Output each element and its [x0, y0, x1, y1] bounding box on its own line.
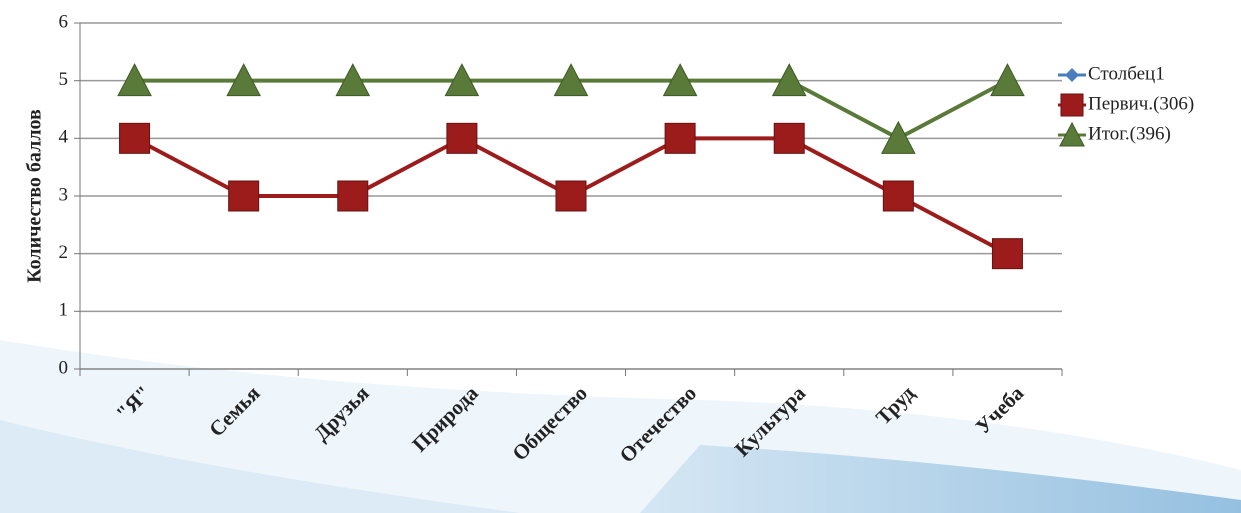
marker [991, 238, 1023, 270]
marker [444, 63, 480, 97]
marker [553, 63, 589, 97]
marker [1060, 93, 1084, 117]
marker [881, 120, 916, 154]
y-tick-label: 0 [59, 357, 69, 378]
marker [990, 63, 1025, 97]
legend-label: Первич.(306) [1088, 93, 1194, 114]
marker [662, 63, 698, 97]
marker [1065, 68, 1079, 82]
legend-label: Итог.(396) [1088, 123, 1171, 144]
background-swoosh [640, 445, 1241, 513]
background-swoosh [0, 420, 520, 513]
marker [771, 63, 807, 97]
marker [664, 122, 696, 154]
y-tick-label: 3 [59, 184, 69, 205]
marker [446, 122, 478, 154]
marker [882, 180, 914, 212]
marker [117, 63, 152, 97]
marker [119, 122, 151, 154]
marker [228, 180, 260, 212]
legend-label: Столбец1 [1088, 63, 1165, 84]
marker [1059, 121, 1085, 147]
y-tick-label: 2 [59, 242, 69, 263]
y-tick-label: 1 [59, 300, 69, 321]
marker [337, 180, 369, 212]
marker [773, 122, 805, 154]
y-tick-label: 4 [59, 127, 69, 148]
marker [335, 63, 371, 97]
marker [226, 63, 261, 97]
y-tick-label: 6 [59, 11, 69, 32]
y-tick-label: 5 [59, 69, 69, 90]
y-axis-label: Количество баллов [24, 109, 46, 283]
marker [555, 180, 587, 212]
